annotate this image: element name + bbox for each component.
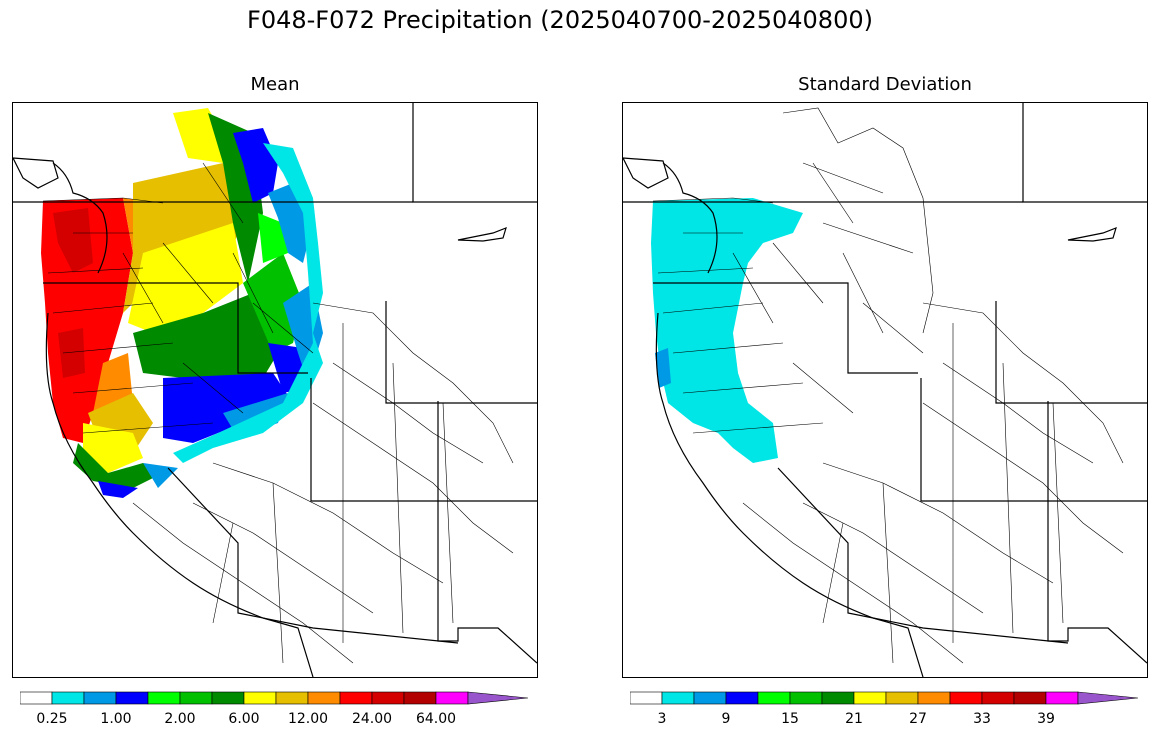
colorbar-segment [661, 691, 695, 705]
std-precip-map [622, 102, 1148, 678]
figure-title: F048-F072 Precipitation (2025040700-2025… [247, 6, 873, 34]
colorbar-segment [629, 691, 663, 705]
colorbar-segment [211, 691, 245, 705]
colorbar-segment [275, 691, 309, 705]
colorbar-segment [949, 691, 983, 705]
colorbar-tick-label: 3 [657, 711, 667, 727]
colorbar-segment [19, 691, 53, 705]
colorbar-segment [403, 691, 437, 705]
colorbar-tick-label: 15 [781, 711, 799, 727]
colorbar-tick-label: 2.00 [164, 711, 196, 727]
std-colorbar [629, 690, 1142, 709]
colorbar-tick-label: 39 [1037, 711, 1055, 727]
colorbar-segment [179, 691, 213, 705]
colorbar-tick-label: 33 [973, 711, 991, 727]
mean-precip-map [12, 102, 538, 678]
colorbar-segment [467, 691, 529, 705]
colorbar-segment [757, 691, 791, 705]
colorbar-segment [693, 691, 727, 705]
mean-precip-fill [41, 108, 323, 498]
state-boundaries [13, 103, 537, 677]
state-boundaries [623, 103, 1147, 677]
colorbar-segment [1045, 691, 1079, 705]
colorbar-segment [725, 691, 759, 705]
colorbar-tick-label: 12.00 [287, 711, 329, 727]
colorbar-segment [789, 691, 823, 705]
basin-boundaries [652, 107, 1124, 664]
colorbar-segment [1077, 691, 1139, 705]
colorbar-tick-label: 24.00 [351, 711, 393, 727]
colorbar-segment [115, 691, 149, 705]
std-panel-title: Standard Deviation [798, 74, 972, 95]
colorbar-tick-label: 0.25 [36, 711, 68, 727]
colorbar-segment [981, 691, 1015, 705]
colorbar-tick-label: 6.00 [228, 711, 260, 727]
colorbar-segment [917, 691, 951, 705]
std-precip-fill [651, 198, 803, 463]
colorbar-segment [885, 691, 919, 705]
colorbar-segment [307, 691, 341, 705]
colorbar-segment [339, 691, 373, 705]
colorbar-segment [147, 691, 181, 705]
colorbar-segment [371, 691, 405, 705]
colorbar-segment [821, 691, 855, 705]
colorbar-tick-label: 9 [721, 711, 731, 727]
mean-colorbar [19, 690, 532, 709]
colorbar-segment [1013, 691, 1047, 705]
colorbar-tick-label: 1.00 [100, 711, 132, 727]
colorbar-segment [435, 691, 469, 705]
basin-boundaries [42, 162, 514, 664]
colorbar-tick-label: 64.00 [415, 711, 457, 727]
colorbar-segment [853, 691, 887, 705]
colorbar-segment [51, 691, 85, 705]
colorbar-segment [83, 691, 117, 705]
mean-panel-title: Mean [250, 74, 300, 95]
colorbar-segment [243, 691, 277, 705]
colorbar-tick-label: 21 [845, 711, 863, 727]
colorbar-tick-label: 27 [909, 711, 927, 727]
